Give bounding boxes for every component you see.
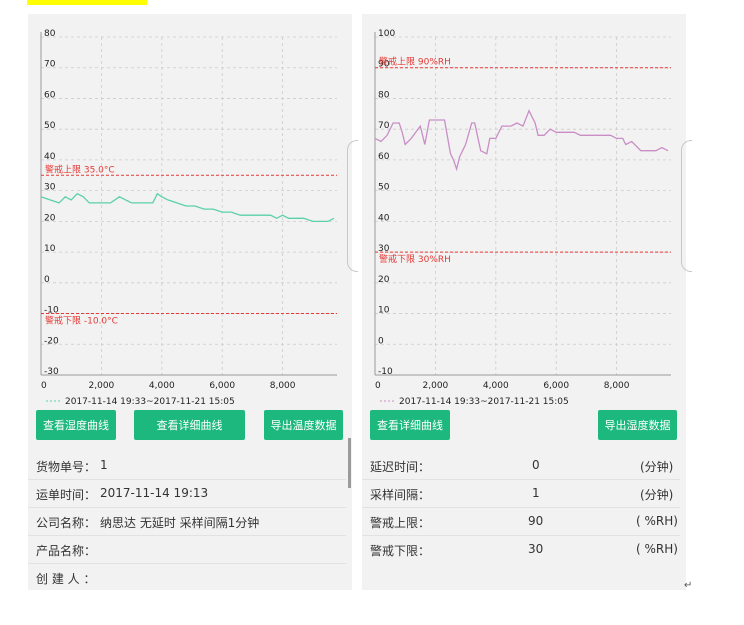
y-tick-label: -10 xyxy=(378,367,393,377)
y-tick-label: 80 xyxy=(44,29,56,39)
info-row-sample-interval: 采样间隔： 1 (分钟) xyxy=(362,480,680,508)
y-tick-label: 0 xyxy=(44,275,50,285)
x-tick-label: 6,000 xyxy=(209,381,235,391)
y-tick-label: 20 xyxy=(378,275,390,285)
y-tick-label: 30 xyxy=(378,244,390,254)
lower-limit-label: 警戒下限 30%RH xyxy=(379,253,451,265)
info-row-company-name: 公司名称： 纳思达 无延时 采样间隔1分钟 xyxy=(28,508,346,536)
swipe-edge-indicator xyxy=(347,140,358,272)
info-value: 2017-11-14 19:13 xyxy=(100,486,209,500)
y-tick-label: -10 xyxy=(44,306,59,316)
y-tick-label: 40 xyxy=(378,213,390,223)
temperature-panel: 80 70 60 50 40 30 20 10 0 -10 -20 -30 0 2,000 4,000 6,0… xyxy=(28,14,352,590)
info-label: 延迟时间： xyxy=(370,460,431,474)
info-label: 公司名称： xyxy=(36,516,97,530)
swipe-edge-indicator xyxy=(681,140,692,272)
info-row-delay-time: 延迟时间： 0 (分钟) xyxy=(362,452,680,480)
temperature-chart: 80 70 60 50 40 30 20 10 0 -10 -20 -30 0 2,000 4,000 6,0… xyxy=(40,29,337,407)
info-value: 0 xyxy=(532,458,540,472)
export-temperature-data-button[interactable]: 导出温度数据 xyxy=(264,410,343,440)
info-row-cargo-no: 货物单号： 1 xyxy=(28,452,346,480)
y-tick-label: 10 xyxy=(378,306,390,316)
info-unit: ( %RH) xyxy=(636,542,678,556)
info-value: 30 xyxy=(528,542,544,556)
info-row-creator: 创 建 人 ： xyxy=(28,564,346,591)
y-tick-label: 60 xyxy=(44,90,56,100)
info-row-waybill-time: 运单时间： 2017-11-14 19:13 xyxy=(28,480,346,508)
y-tick-label: -20 xyxy=(44,336,59,346)
x-tick-label: 2,000 xyxy=(89,381,115,391)
upper-limit-label: 警戒上限 35.0°C xyxy=(45,163,115,175)
upper-limit-label: 警戒上限 90%RH xyxy=(379,56,451,68)
x-tick-label: 0 xyxy=(375,381,381,391)
y-tick-label: -30 xyxy=(44,367,59,377)
x-tick-label: 4,000 xyxy=(483,381,509,391)
info-value: 90 xyxy=(528,514,544,528)
info-unit: ( %RH) xyxy=(636,514,678,528)
x-tick-label: 4,000 xyxy=(149,381,175,391)
info-unit: (分钟) xyxy=(640,488,674,502)
yellow-highlight xyxy=(27,0,147,5)
info-label: 产品名称： xyxy=(36,544,97,558)
x-tick-label: 6,000 xyxy=(543,381,569,391)
x-tick-label: 8,000 xyxy=(604,381,630,391)
x-tick-label: 0 xyxy=(41,381,47,391)
y-tick-label: 10 xyxy=(44,244,56,254)
y-tick-label: 30 xyxy=(44,183,56,193)
info-unit: (分钟) xyxy=(640,460,674,474)
y-tick-label: 40 xyxy=(44,152,56,162)
info-value: 1 xyxy=(532,486,540,500)
y-tick-label: 50 xyxy=(378,183,390,193)
y-tick-label: 70 xyxy=(378,121,390,131)
info-row-upper-limit: 警戒上限： 90 ( %RH) xyxy=(362,508,680,536)
info-value: 1 xyxy=(100,458,108,472)
x-tick-label: 8,000 xyxy=(270,381,296,391)
y-tick-label: 20 xyxy=(44,213,56,223)
y-tick-label: 0 xyxy=(378,336,384,346)
info-label: 运单时间： xyxy=(36,488,97,502)
info-label: 货物单号： xyxy=(36,460,97,474)
y-tick-label: 100 xyxy=(378,29,395,39)
y-tick-label: 90 xyxy=(378,60,390,70)
view-detail-curve-button[interactable]: 查看详细曲线 xyxy=(134,410,245,440)
info-label: 警戒下限： xyxy=(370,544,431,558)
view-detail-curve-button[interactable]: 查看详细曲线 xyxy=(370,410,450,440)
humidity-panel: 100 90 80 70 60 50 40 30 20 10 0 -10 0 2,000 4,000 6,00… xyxy=(362,14,686,590)
legend-label: 2017-11-14 19:33~2017-11-21 15:05 xyxy=(65,397,235,407)
lower-limit-label: 警戒下限 -10.0°C xyxy=(45,315,118,327)
humidity-series-line xyxy=(374,109,669,172)
legend-label: 2017-11-14 19:33~2017-11-21 15:05 xyxy=(399,397,569,407)
info-label: 采样间隔： xyxy=(370,488,431,502)
info-label: 警戒上限： xyxy=(370,516,431,530)
info-value: 纳思达 无延时 采样间隔1分钟 xyxy=(100,516,260,530)
y-tick-label: 80 xyxy=(378,90,390,100)
view-humidity-curve-button[interactable]: 查看湿度曲线 xyxy=(36,410,116,440)
y-tick-label: 50 xyxy=(44,121,56,131)
x-tick-label: 2,000 xyxy=(423,381,449,391)
y-tick-label: 60 xyxy=(378,152,390,162)
info-label: 创 建 人 ： xyxy=(36,572,96,586)
info-scrollbar[interactable] xyxy=(348,438,351,488)
paragraph-mark: ↵ xyxy=(684,580,693,591)
info-row-lower-limit: 警戒下限： 30 ( %RH) xyxy=(362,536,680,563)
y-tick-label: 70 xyxy=(44,60,56,70)
temperature-series-line xyxy=(40,192,335,223)
info-row-product-name: 产品名称： xyxy=(28,536,346,564)
export-humidity-data-button[interactable]: 导出湿度数据 xyxy=(598,410,677,440)
